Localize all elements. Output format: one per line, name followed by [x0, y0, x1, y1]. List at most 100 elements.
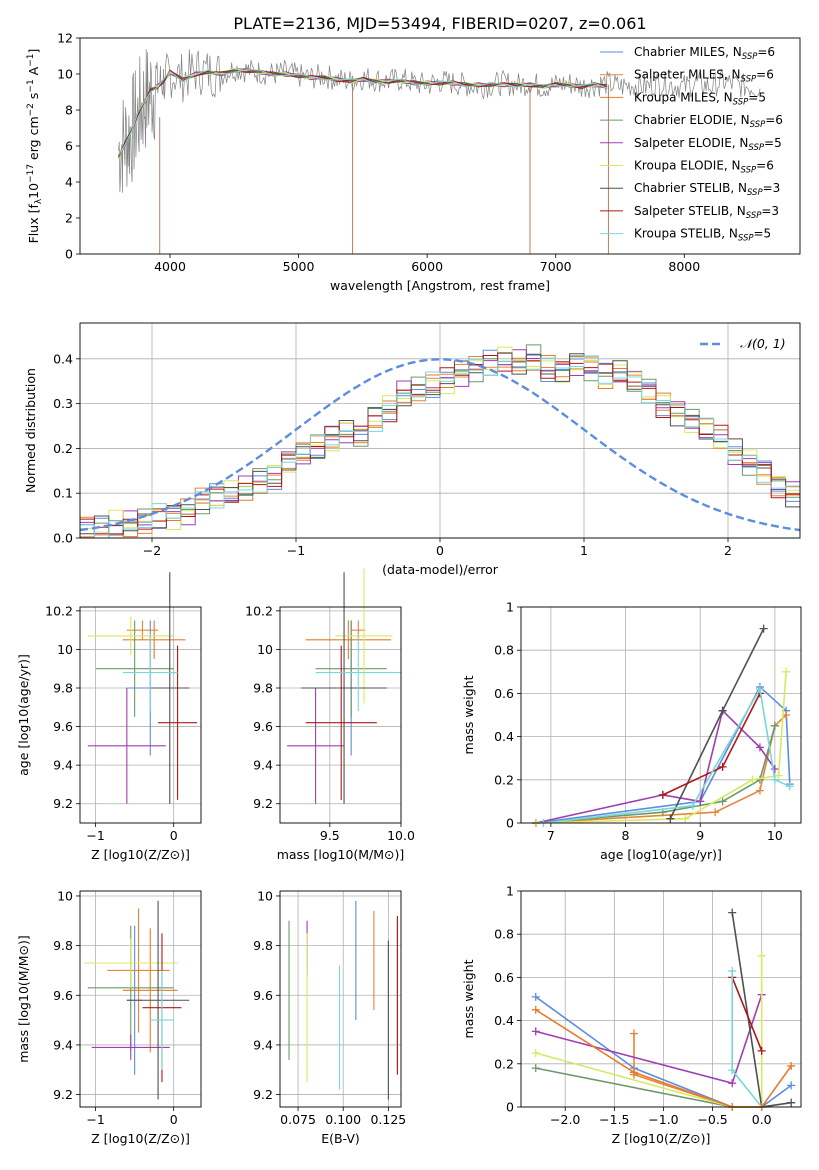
- y-axis-label-part: 10: [26, 183, 41, 199]
- x-tick-label: 1: [580, 543, 588, 558]
- y-tick-label: 9.4: [53, 1037, 73, 1052]
- spectrum-axes-frame: [79, 37, 801, 255]
- weight-point: [718, 797, 727, 806]
- legend-label: Chabrier STELIB, NSSP=3: [634, 181, 780, 198]
- legend-label: Salpeter MILES, NSSP=6: [634, 68, 774, 85]
- x-tick-label: 8: [622, 828, 630, 843]
- legend-label: Chabrier ELODIE, NSSP=6: [634, 113, 783, 130]
- legend-label-tail: =6: [757, 45, 775, 59]
- y-axis-label: Normed distribution: [23, 368, 38, 493]
- y-axis-label: age [log10(age/yr)]: [16, 654, 31, 776]
- legend-label-sub: SSP: [750, 120, 766, 130]
- weight-point: [785, 782, 794, 791]
- y-tick-label: 9.8: [53, 938, 73, 953]
- weight-point: [755, 743, 764, 752]
- weight-point: [531, 1005, 540, 1014]
- y-axis-label-part: Flux [f: [26, 204, 41, 244]
- y-tick-label: 9.6: [53, 719, 73, 734]
- weight-point: [728, 1066, 737, 1075]
- legend-label: Kroupa ELODIE, NSSP=6: [634, 159, 774, 176]
- y-tick-label: 4: [65, 175, 73, 190]
- y-tick-label: 12: [57, 31, 73, 46]
- y-tick-label: 0.4: [494, 1013, 514, 1028]
- y-tick-label: 9.8: [53, 681, 73, 696]
- y-tick-label: 10: [57, 888, 73, 903]
- weight-point: [531, 1027, 540, 1036]
- legend-label-tail: =5: [764, 136, 782, 150]
- legend-label-sub: SSP: [741, 75, 757, 85]
- legend-label: Kroupa STELIB, NSSP=5: [634, 227, 771, 244]
- legend-label-text: Chabrier ELODIE, N: [634, 113, 750, 127]
- legend-label-tail: =6: [765, 113, 783, 127]
- y-tick-label: 9.6: [253, 719, 273, 734]
- legend-label-text: Salpeter ELODIE, N: [634, 136, 748, 150]
- x-tick-label: −0.5: [697, 1112, 727, 1127]
- weight-series-4: [535, 994, 763, 1085]
- y-axis-label-part: A: [26, 66, 41, 79]
- weight-point: [774, 771, 783, 780]
- y-tick-label: 0.2: [494, 772, 514, 787]
- data-spectrum: [118, 49, 761, 193]
- weight-point: [770, 775, 779, 784]
- y-tick-label: 10.2: [245, 603, 273, 618]
- x-tick-label: 8000: [668, 259, 700, 274]
- y-axis-label-part: erg cm: [26, 116, 41, 164]
- weight-point: [658, 790, 667, 799]
- y-tick-label: 0.1: [53, 486, 73, 501]
- age-vs-mass-axes-frame: [279, 606, 402, 824]
- y-axis-label: mass weight: [461, 959, 476, 1038]
- weight-point: [531, 992, 540, 1001]
- x-tick-label: 0.125: [370, 1112, 406, 1127]
- weight-series-3: [535, 725, 776, 824]
- weight-point: [787, 1098, 796, 1107]
- legend-label-tail: =6: [756, 68, 774, 82]
- weight-point: [755, 685, 764, 694]
- figure-title: PLATE=2136, MJD=53494, FIBERID=0207, z=0…: [233, 14, 646, 33]
- legend-label-sub: SSP: [738, 234, 754, 244]
- y-tick-label: 0: [506, 816, 514, 831]
- weight-series-7: [731, 977, 763, 1052]
- legend-label-text: Kroupa MILES, N: [634, 90, 733, 104]
- weight-point: [755, 786, 764, 795]
- weight-point: [531, 1064, 540, 1073]
- y-tick-label: 10: [57, 642, 73, 657]
- x-tick-label: −1: [86, 1112, 104, 1127]
- x-tick-label: 5000: [283, 259, 315, 274]
- y-tick-label: 0.8: [494, 927, 514, 942]
- legend-label-tail: =3: [763, 181, 781, 195]
- weight-point: [759, 624, 768, 633]
- x-tick-label: −2: [143, 543, 161, 558]
- x-tick-label: 2: [724, 543, 732, 558]
- x-axis-label: Z [log10(Z/Z⊙)]: [612, 1131, 711, 1146]
- weight-point: [711, 808, 720, 817]
- y-axis-label-part: λ: [34, 198, 44, 204]
- x-tick-label: 0: [436, 543, 444, 558]
- y-tick-label: 9.2: [253, 796, 273, 811]
- y-tick-label: 1: [506, 600, 514, 615]
- y-axis-label: Flux [fλ10−17 erg cm−2 s−1 A−1]: [26, 49, 44, 244]
- normal-curve: [79, 358, 801, 532]
- x-tick-label: −2.0: [550, 1112, 580, 1127]
- legend-label-text: Kroupa STELIB, N: [634, 227, 738, 241]
- legend-label-tail: =3: [761, 204, 779, 218]
- y-tick-label: 2: [65, 211, 73, 226]
- weight-point: [770, 721, 779, 730]
- legend-label-text: Kroupa ELODIE, N: [634, 159, 741, 173]
- y-tick-label: 8: [65, 103, 73, 118]
- y-tick-label: 10: [57, 67, 73, 82]
- weight-series-0: [535, 685, 791, 824]
- y-tick-label: 0.4: [494, 729, 514, 744]
- weight-point: [718, 706, 727, 715]
- x-axis-label: wavelength [Angstrom, rest frame]: [330, 278, 550, 293]
- y-tick-label: 0.2: [494, 1056, 514, 1071]
- legend-label: Kroupa MILES, NSSP=5: [634, 90, 766, 107]
- weight-series-5: [535, 671, 787, 824]
- residual-histogram-8: [80, 355, 800, 539]
- weight-vs-Z-axes-frame: [520, 890, 802, 1108]
- y-tick-label: 9.2: [253, 1087, 273, 1102]
- x-axis-label: age [log10(age/yr)]: [600, 847, 722, 862]
- x-tick-label: 0.0: [752, 1112, 772, 1127]
- weight-point: [728, 966, 737, 975]
- legend-label-text: Salpeter STELIB, N: [634, 204, 746, 218]
- y-tick-label: 9.6: [253, 988, 273, 1003]
